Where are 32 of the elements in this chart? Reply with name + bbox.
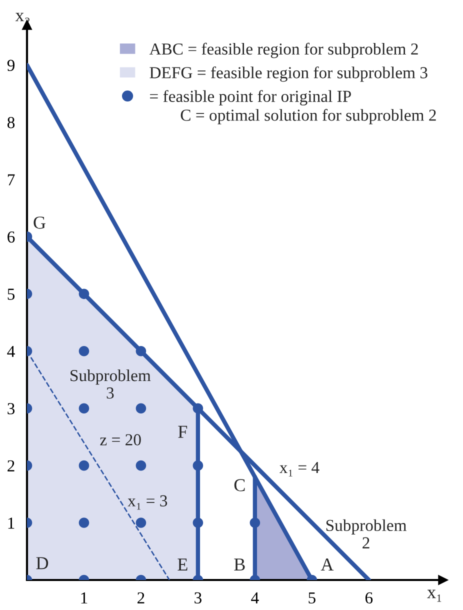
y-tick-label: 7 [8,174,15,186]
y-tick-label: 8 [7,116,15,128]
x-tick-label: 1 [81,592,88,604]
x-tick-label: 4 [251,592,259,604]
legend-label: ABC = feasible region for subproblem 2 [149,42,418,58]
x-tick-label: 6 [365,592,373,604]
annotation: A [320,558,334,570]
annotation: E [178,558,188,570]
annotation: z = 20 [100,434,141,446]
annotation: B [234,558,245,571]
annotation: C = optimal solution for subproblem 2 [180,108,436,124]
annotation: F [178,426,188,438]
legend-label: = feasible point for original IP [150,90,351,106]
x-tick-label: 3 [194,592,202,604]
y-tick-label: 6 [8,231,15,243]
annotation: Subproblem 3 [70,369,151,399]
legend-label: DEFG = feasible region for subproblem 3 [150,66,428,82]
x-tick-label: 5 [308,592,316,604]
x-axis-title: x₁ [427,590,442,602]
annotation: x₁ = 3 [128,495,168,510]
y-tick-label: 5 [8,288,15,300]
annotation: x₁ = 4 [280,462,320,476]
x-tick-label: 2 [138,592,144,604]
annotation: D [36,557,48,570]
y-tick-label: 9 [7,60,15,71]
y-tick-label: 1 [8,518,14,529]
y-tick-label: 2 [8,460,14,472]
annotation: C [234,479,245,492]
annotation: Subproblem 2 [326,519,407,548]
y-tick-label: 3 [8,403,15,414]
y-tick-label: 4 [7,346,15,357]
annotation: G [34,216,46,229]
